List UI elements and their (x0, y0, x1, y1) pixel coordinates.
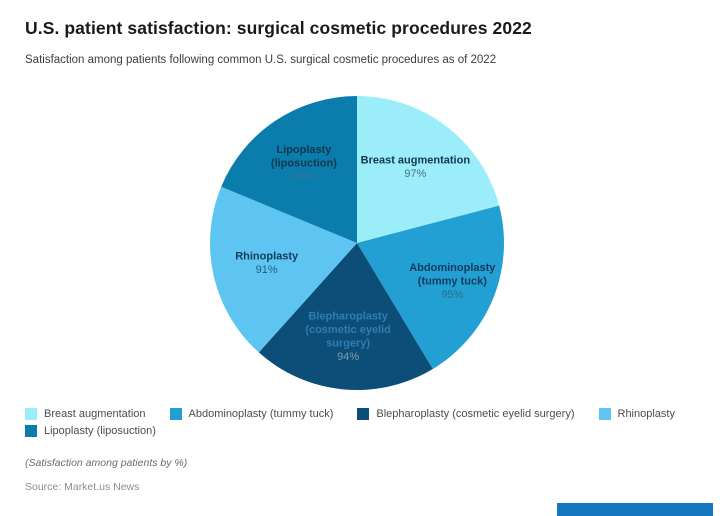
pie-slice-label-lipoplasty-liposuction: Lipoplasty (276, 144, 332, 156)
legend-label: Rhinoplasty (617, 408, 675, 420)
legend-item-rhinoplasty: Rhinoplasty (598, 408, 675, 420)
pie-slice-breast-augmentation (357, 96, 500, 243)
pie-slice-label-breast-augmentation: Breast augmentation (361, 154, 471, 166)
legend-label: Breast augmentation (44, 408, 146, 420)
legend-item-blepharoplasty-cosmetic-eyelid-surgery: Blepharoplasty (cosmetic eyelid surgery) (357, 408, 575, 420)
page-title: U.S. patient satisfaction: surgical cosm… (25, 18, 532, 38)
legend-item-lipoplasty-liposuction: Lipoplasty (liposuction) (25, 425, 156, 437)
pie-slice-lipoplasty-liposuction (221, 96, 357, 243)
pie-slice-rhinoplasty (209, 186, 357, 353)
pie-slice-value-blepharoplasty-cosmetic-eyelid-surgery: 94% (337, 351, 359, 363)
pie-slice-label-rhinoplasty: Rhinoplasty (235, 251, 299, 263)
page-subtitle: Satisfaction among patients following co… (25, 54, 497, 66)
pie-slice-label-lipoplasty-liposuction: (liposuction) (271, 157, 337, 169)
legend-swatch-icon (169, 408, 182, 420)
chart-legend: Breast augmentation Abdominoplasty (tummy… (25, 408, 705, 437)
pie-slice-label-blepharoplasty-cosmetic-eyelid-surgery: (cosmetic eyelid (305, 324, 391, 336)
pie-slice-abdominoplasty-tummy-tuck (357, 205, 504, 369)
pie-slice-blepharoplasty-cosmetic-eyelid-surgery (258, 243, 433, 390)
brand-bar (557, 503, 713, 516)
legend-row: Lipoplasty (liposuction) (25, 425, 705, 437)
legend-swatch-icon (598, 408, 611, 420)
legend-item-breast-augmentation: Breast augmentation (25, 408, 146, 420)
legend-swatch-icon (357, 408, 370, 420)
pie-slice-value-rhinoplasty: 91% (256, 264, 278, 276)
source-attribution: Source: Market.us News (25, 481, 140, 493)
legend-swatch-icon (25, 425, 37, 437)
pie-slice-value-breast-augmentation: 97% (404, 168, 426, 180)
legend-label: Blepharoplasty (cosmetic eyelid surgery) (376, 408, 575, 420)
pie-slice-value-lipoplasty-liposuction: 87% (293, 171, 315, 183)
legend-swatch-icon (25, 408, 37, 420)
pie-chart: Breast augmentation 97% Abdominoplasty (tum… (209, 96, 504, 390)
pie-slice-value-abdominoplasty-tummy-tuck: 95% (441, 289, 463, 301)
chart-footnote: (Satisfaction among patients by %) (25, 457, 188, 469)
legend-label: Abdominoplasty (tummy tuck) (188, 408, 334, 420)
pie-slice-label-abdominoplasty-tummy-tuck: (tummy tuck) (418, 276, 487, 288)
pie-slice-label-blepharoplasty-cosmetic-eyelid-surgery: surgery) (326, 337, 370, 349)
legend-row: Breast augmentation Abdominoplasty (tummy… (25, 408, 705, 420)
pie-slice-label-abdominoplasty-tummy-tuck: Abdominoplasty (409, 262, 496, 274)
legend-label: Lipoplasty (liposuction) (44, 425, 156, 437)
legend-item-abdominoplasty-tummy-tuck: Abdominoplasty (tummy tuck) (169, 408, 334, 420)
pie-slice-label-blepharoplasty-cosmetic-eyelid-surgery: Blepharoplasty (308, 310, 388, 322)
